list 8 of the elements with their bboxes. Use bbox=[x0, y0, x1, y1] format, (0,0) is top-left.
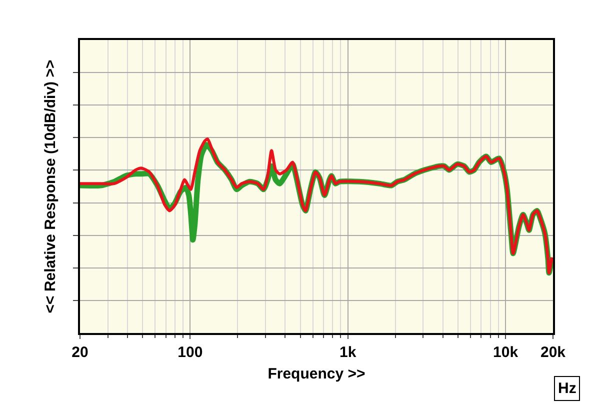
x-tick-label: 10k bbox=[493, 344, 519, 361]
x-tick-label: 100 bbox=[178, 344, 203, 361]
x-tick-label: 20k bbox=[540, 344, 566, 361]
x-tick-label: 20 bbox=[72, 344, 88, 361]
x-axis-title: Frequency >> bbox=[268, 366, 366, 382]
text: Hz bbox=[558, 380, 576, 397]
y-axis-title: << Relative Response (10dB/div) >> bbox=[42, 60, 59, 314]
x-tick-label: 1k bbox=[340, 344, 357, 361]
